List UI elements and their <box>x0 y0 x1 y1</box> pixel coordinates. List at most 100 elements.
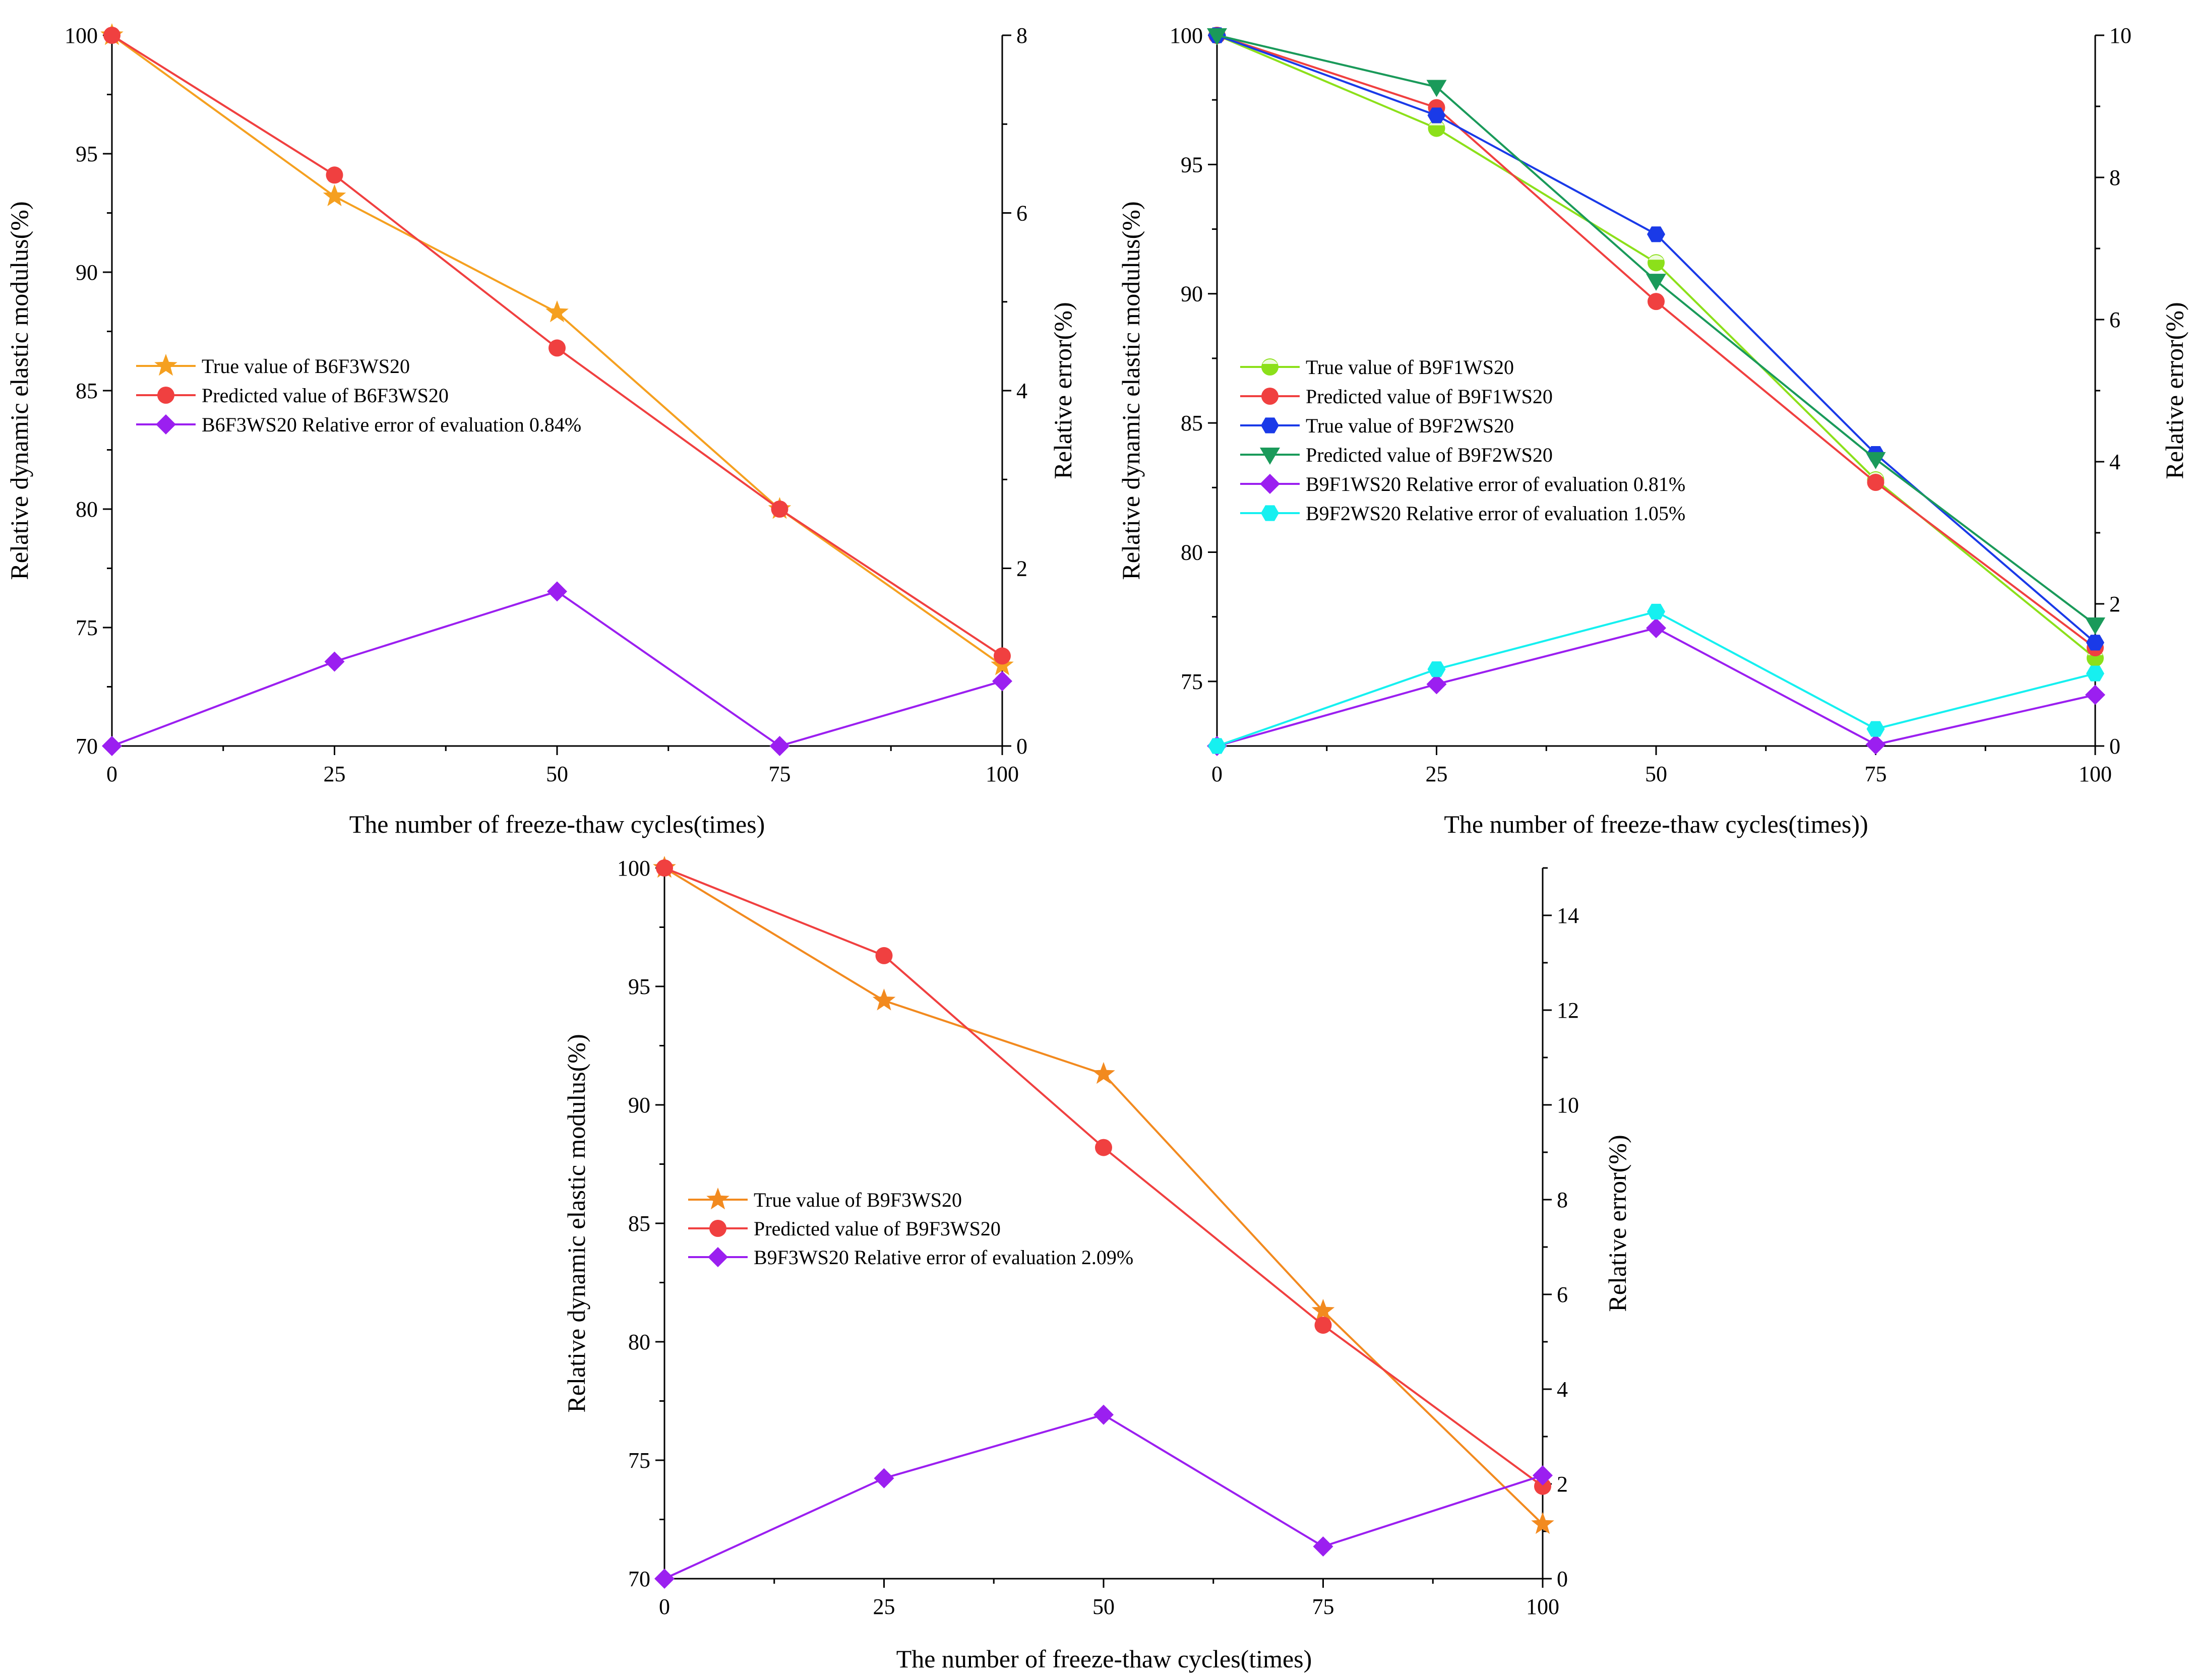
legend-marker <box>1260 448 1280 465</box>
data-point <box>1095 1139 1112 1156</box>
y-axis-title: Relative dynamic elastic modulus(%) <box>562 1034 590 1412</box>
x-axis-title: The number of freeze-thaw cycles(times)) <box>1444 810 1868 838</box>
y-tick-label: 75 <box>76 615 98 640</box>
legend-label: Predicted value of B9F1WS20 <box>1306 385 1553 408</box>
data-point <box>326 166 343 184</box>
chart-a: 0 25 50 75 100 70 75 80 85 90 95 100 0 2 4 6 8 The number… <box>5 23 1077 838</box>
data-point <box>654 1569 675 1589</box>
y-tick-label: 95 <box>1181 152 1203 177</box>
x-tick-label: 50 <box>1092 1594 1115 1619</box>
x-axis-title: The number of freeze-thaw cycles(times) <box>349 810 765 838</box>
legend-entry: True value of B9F3WS20 <box>688 1188 962 1211</box>
x-tick-label: 25 <box>873 1594 895 1619</box>
data-point <box>545 300 569 323</box>
legend-label: B9F3WS20 Relative error of evaluation 2.… <box>754 1246 1133 1269</box>
y2-tick-label: 6 <box>1016 201 1027 226</box>
data-point <box>1426 674 1447 695</box>
y-tick-label: 95 <box>76 142 98 166</box>
y-tick-label: 80 <box>628 1330 650 1354</box>
legend-entry: B9F1WS20 Relative error of evaluation 0.… <box>1240 473 1685 495</box>
y-tick-label: 80 <box>1181 540 1203 565</box>
y-tick-label: 70 <box>628 1567 650 1591</box>
legend-marker <box>157 387 174 404</box>
data-point <box>324 651 345 672</box>
data-point <box>1426 80 1447 97</box>
legend-entry: B9F2WS20 Relative error of evaluation 1.… <box>1240 502 1685 525</box>
y-tick-label: 85 <box>628 1211 650 1236</box>
data-point <box>1867 474 1884 491</box>
data-point <box>102 736 122 756</box>
data-point <box>1207 28 1227 45</box>
data-point <box>2086 635 2104 651</box>
y2-axis-title: Relative error(%) <box>1603 1135 1631 1312</box>
data-point <box>1647 603 1665 620</box>
y2-tick-label: 2 <box>2109 592 2120 616</box>
y2-tick-label: 6 <box>2109 307 2120 332</box>
data-point <box>1314 1317 1332 1334</box>
data-point-highlight <box>1649 255 1664 260</box>
data-point <box>1093 1404 1114 1425</box>
legend-label: B9F2WS20 Relative error of evaluation 1.… <box>1306 502 1685 525</box>
series-2 <box>656 859 1551 1495</box>
legend-entry: B9F3WS20 Relative error of evaluation 2.… <box>688 1246 1133 1269</box>
x-tick-label: 50 <box>1645 762 1667 786</box>
y-tick-label: 75 <box>628 1448 650 1473</box>
data-point <box>1866 721 1885 737</box>
legend-label: True value of B9F2WS20 <box>1306 414 1514 437</box>
data-point <box>1533 1465 1553 1486</box>
y-tick-label: 90 <box>76 260 98 285</box>
series-2 <box>103 27 1011 665</box>
data-point <box>1534 1477 1551 1495</box>
data-point <box>103 27 120 44</box>
data-point <box>547 581 567 602</box>
x-tick-label: 75 <box>769 762 791 786</box>
y-axis-title: Relative dynamic elastic modulus(%) <box>5 201 33 580</box>
data-point <box>1646 617 1666 638</box>
data-point <box>549 339 566 357</box>
data-point <box>2085 617 2105 635</box>
data-point <box>323 184 346 206</box>
legend-marker <box>156 414 176 434</box>
y2-tick-label: 2 <box>1016 556 1027 581</box>
x-tick-label: 100 <box>1526 1594 1559 1619</box>
legend-marker <box>1261 358 1278 376</box>
y-tick-label: 85 <box>76 379 98 403</box>
y2-tick-label: 2 <box>1557 1472 1568 1497</box>
x-tick-label: 100 <box>2079 762 2112 786</box>
data-point <box>1647 226 1665 242</box>
legend-label: Predicted value of B6F3WS20 <box>202 384 449 407</box>
data-point <box>769 736 790 756</box>
y-tick-label: 90 <box>1181 282 1203 306</box>
legend-marker <box>706 1188 729 1210</box>
data-point <box>875 947 893 964</box>
legend-marker <box>1260 474 1280 494</box>
y-tick-label: 80 <box>76 497 98 522</box>
legend-label: True value of B9F3WS20 <box>754 1189 962 1211</box>
legend-marker <box>1261 505 1279 521</box>
y2-tick-label: 6 <box>1557 1282 1568 1307</box>
legend-label: True value of B6F3WS20 <box>202 355 410 378</box>
legend-marker <box>709 1220 726 1237</box>
y2-tick-label: 8 <box>1016 23 1027 48</box>
y2-axis-title: Relative error(%) <box>2160 302 2188 479</box>
data-point <box>2086 665 2104 681</box>
y-tick-label: 70 <box>76 734 98 759</box>
data-point <box>1648 254 1665 272</box>
data-point <box>771 501 788 518</box>
legend-entry: True value of B6F3WS20 <box>136 354 410 378</box>
data-point <box>1646 274 1666 291</box>
y2-tick-label: 4 <box>1557 1377 1568 1402</box>
data-point <box>1648 293 1665 310</box>
y2-tick-label: 8 <box>1557 1188 1568 1212</box>
data-point <box>1427 661 1446 677</box>
data-point <box>2085 685 2105 705</box>
x-tick-label: 25 <box>1426 762 1448 786</box>
legend-entry: True value of B9F1WS20 <box>1240 356 1514 379</box>
y2-tick-label: 0 <box>2109 734 2120 759</box>
y-tick-label: 75 <box>1181 669 1203 694</box>
y-tick-label: 90 <box>628 1093 650 1117</box>
x-tick-label: 75 <box>1312 1594 1334 1619</box>
x-tick-label: 75 <box>1865 762 1887 786</box>
y2-tick-label: 4 <box>2109 450 2120 474</box>
